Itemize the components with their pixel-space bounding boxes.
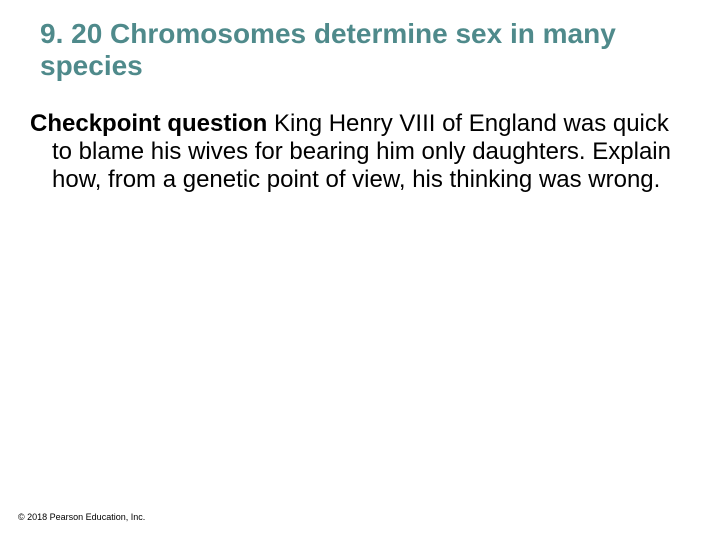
- checkpoint-lead: Checkpoint question: [30, 110, 267, 137]
- title-line-2: species: [40, 50, 690, 82]
- title-line-1: 9. 20 Chromosomes determine sex in many: [40, 18, 690, 50]
- slide-title: 9. 20 Chromosomes determine sex in many …: [40, 18, 690, 82]
- slide: 9. 20 Chromosomes determine sex in many …: [0, 0, 720, 540]
- checkpoint-paragraph: Checkpoint question King Henry VIII of E…: [30, 110, 690, 193]
- slide-body: Checkpoint question King Henry VIII of E…: [30, 110, 690, 193]
- copyright-notice: © 2018 Pearson Education, Inc.: [18, 512, 145, 522]
